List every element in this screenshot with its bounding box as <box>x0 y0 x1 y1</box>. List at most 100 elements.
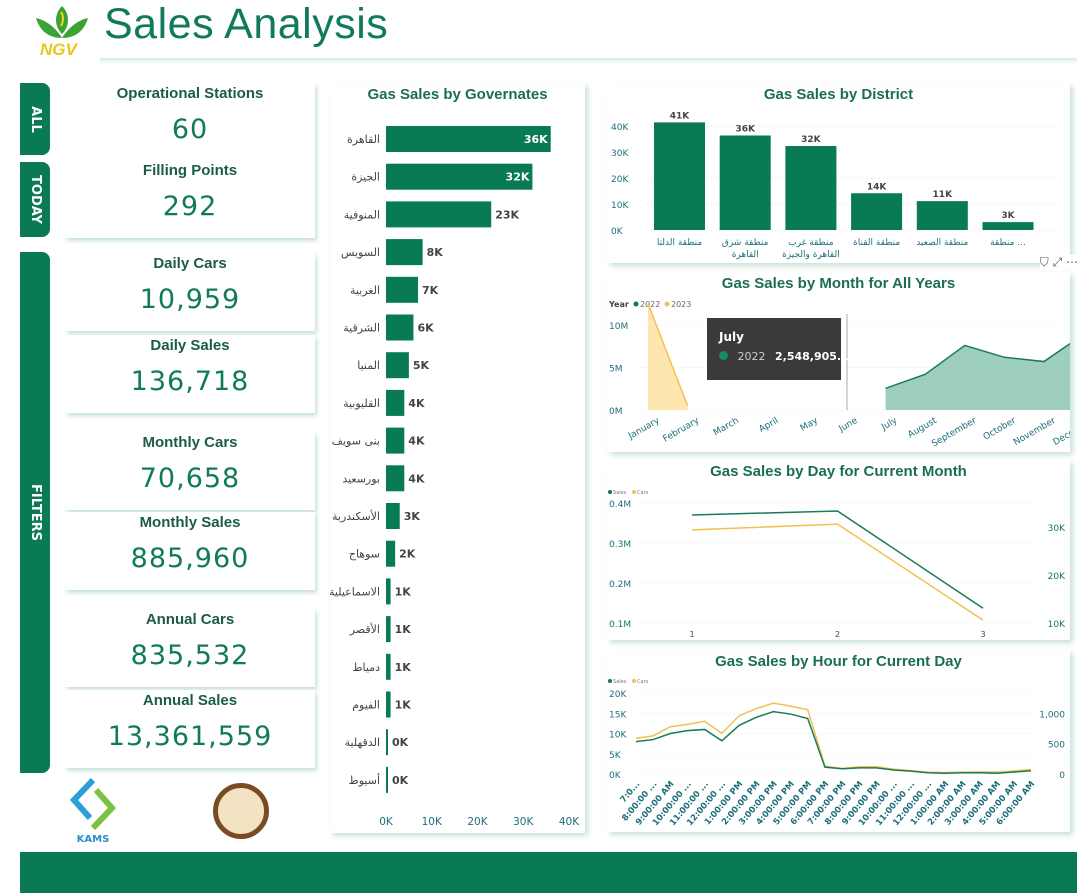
legend-label: Sales <box>613 490 627 496</box>
cars-line <box>635 702 1032 774</box>
y-tick-right: 0 <box>1059 771 1065 781</box>
bar <box>386 314 414 341</box>
y-tick-right: 10K <box>1048 620 1066 630</box>
footer-bar <box>20 852 1077 893</box>
legend-title: Year <box>608 300 629 309</box>
legend-label: Sales <box>613 679 627 685</box>
x-tick: 1 <box>689 630 694 639</box>
y-tick-left: 0.1M <box>609 620 631 630</box>
legend-marker <box>664 301 670 307</box>
governates-chart-panel: Gas Sales by Governates القاهرة 36K الجيزة… <box>330 83 585 833</box>
y-tick-left: 0.3M <box>609 540 631 550</box>
legend-marker <box>633 301 639 307</box>
y-tick-left: 0.4M <box>609 500 631 510</box>
bar <box>386 540 396 567</box>
tab-filters[interactable]: FILTERS <box>20 252 50 773</box>
category-label: الأقصر <box>349 622 380 636</box>
y-tick: 40K <box>611 123 629 133</box>
district-chart-panel: Gas Sales by District 0K 10K 20K 30K 40K 41K م… <box>607 83 1077 270</box>
bar <box>386 352 409 379</box>
category-label: منطقة الدلتا <box>657 238 703 248</box>
bar <box>654 122 705 230</box>
tooltip-title: July <box>719 330 744 344</box>
bar <box>386 691 391 718</box>
y-tick-left: 0K <box>609 771 622 781</box>
x-tick: February <box>662 416 702 445</box>
data-label: 7K <box>422 284 439 297</box>
kpi-card: Monthly Cars 70,658 <box>65 432 315 510</box>
category-label: منطقة شرق <box>722 238 769 248</box>
legend-label: Cars <box>637 490 649 496</box>
x-tick: September <box>930 416 978 450</box>
legend-marker <box>632 490 636 494</box>
legend-label: 2022 <box>640 300 660 309</box>
data-label: 0K <box>392 774 409 787</box>
data-label: 2K <box>399 548 416 561</box>
tab-today[interactable]: TODAY <box>20 162 50 237</box>
y-tick-right: 20K <box>1048 572 1066 582</box>
category-label: دمياط <box>352 661 380 674</box>
kpi-value: 885,960 <box>130 543 250 574</box>
kpi-label: Filling Points <box>142 162 238 179</box>
category-label: المنوفية <box>344 208 380 221</box>
y-tick-left: 0.2M <box>609 580 631 590</box>
bar <box>386 427 405 454</box>
kpi-label: Daily Sales <box>150 337 230 354</box>
chart-tooltip: July 2022 2,548,905.18 <box>707 318 856 380</box>
kpi-value: 136,718 <box>130 366 250 397</box>
kpi-value: 60 <box>171 114 209 145</box>
category-label: بنى سويف <box>332 435 380 448</box>
bar <box>851 193 903 230</box>
x-tick: 30K <box>513 816 534 828</box>
category-label: القاهرة والجيزة <box>782 250 840 260</box>
y-tick: 5M <box>609 365 623 375</box>
cars-line <box>691 523 984 621</box>
category-label: بورسعيد <box>342 472 380 485</box>
category-label: الدقهلية <box>345 736 380 749</box>
bar <box>386 653 391 680</box>
legend-label: Cars <box>637 679 649 685</box>
category-label: الجيزة <box>351 171 380 184</box>
day-chart-panel: Gas Sales by Day for Current Month Sales… <box>607 460 1070 640</box>
bar <box>386 239 423 266</box>
kpi-card: Annual Sales 13,361,559 <box>65 690 315 768</box>
bar <box>386 389 405 416</box>
data-label: 14K <box>867 182 888 192</box>
data-label: 0K <box>392 736 409 749</box>
category-label: أسيوط <box>349 773 380 787</box>
legend-label: 2023 <box>671 300 691 309</box>
kpi-label: Daily Cars <box>153 255 227 272</box>
legend-marker <box>632 679 636 683</box>
y-tick-left: 20K <box>609 690 627 700</box>
bar <box>386 578 391 605</box>
data-label: 3K <box>404 510 421 523</box>
series-line <box>647 303 689 407</box>
data-label: 4K <box>408 472 425 485</box>
kpi-card: Monthly Sales 885,960 <box>65 512 315 590</box>
data-label: 1K <box>395 661 412 674</box>
kpi-card: Filling Points 292 <box>65 160 315 238</box>
y-tick-right: 500 <box>1048 741 1065 751</box>
series-line <box>885 342 1070 390</box>
page-title: Sales Analysis <box>104 0 389 48</box>
data-label: 4K <box>408 435 425 448</box>
category-label: القاهرة <box>732 250 759 260</box>
y-tick-right: 30K <box>1048 524 1066 534</box>
x-tick: 10K <box>422 816 443 828</box>
sales-line <box>635 710 1032 774</box>
category-label: الشرقية <box>343 322 380 335</box>
chart-title: Gas Sales by Month for All Years <box>721 275 956 292</box>
category-label: سوهاج <box>349 548 380 561</box>
data-label: 1K <box>395 623 412 636</box>
tooltip-dot <box>719 351 728 360</box>
kpi-label: Monthly Cars <box>142 434 238 451</box>
kpi-label: Monthly Sales <box>139 514 241 531</box>
ministry-seal <box>213 783 269 839</box>
tab-all[interactable]: ALL <box>20 83 50 155</box>
ngv-logo: NGV <box>32 2 92 60</box>
data-label: 36K <box>735 125 756 135</box>
data-label: 41K <box>670 111 691 121</box>
visual-header-icons[interactable]: ⛉ ⤢ ⋯ <box>1039 255 1077 270</box>
bar <box>386 163 533 190</box>
y-tick-left: 5K <box>609 751 622 761</box>
